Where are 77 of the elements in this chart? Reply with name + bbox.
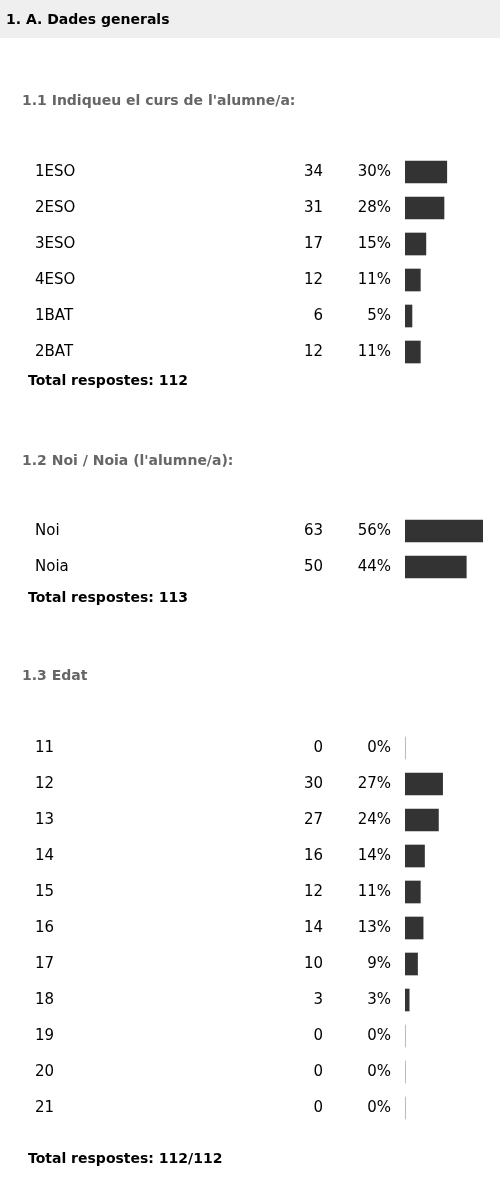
text: Total respostes: 113 [27, 588, 190, 607]
y-tick-label: 19 [35, 1025, 55, 1044]
text: 16 [303, 845, 323, 864]
bar [405, 808, 439, 832]
y-tick-label: 3ESO [35, 233, 76, 252]
text: 27 [303, 809, 323, 828]
data-label: 0% [367, 737, 391, 756]
data-label: 11% [357, 881, 391, 900]
data-label: 5% [367, 305, 391, 324]
text: Total respostes: 112 [27, 371, 190, 390]
text: 10 [303, 953, 323, 972]
bar [405, 880, 421, 904]
y-tick-label: 16 [35, 917, 55, 936]
bar [405, 304, 413, 328]
text: 1.3 Edat [21, 666, 89, 684]
bar [405, 952, 418, 976]
y-tick-label: 4ESO [35, 269, 76, 288]
text: 12 [303, 269, 323, 288]
text: 0 [313, 1025, 323, 1044]
data-label: 13% [357, 917, 391, 936]
text: 0 [313, 1061, 323, 1080]
bar [405, 988, 410, 1012]
data-label: 28% [357, 197, 391, 216]
data-label: 56% [357, 520, 391, 539]
text: 0 [313, 1097, 323, 1116]
text: 17 [303, 233, 323, 252]
bar [405, 160, 448, 184]
data-label: 0% [367, 1025, 391, 1044]
text: 63 [303, 520, 323, 539]
bar [405, 196, 445, 220]
data-label: 11% [357, 269, 391, 288]
text: 31 [303, 197, 323, 216]
y-tick-label: 13 [35, 809, 55, 828]
text: 14 [303, 917, 323, 936]
data-label: 24% [357, 809, 391, 828]
text: 1.1 Indiqueu el curs de l'alumne/a: [21, 91, 297, 109]
data-label: 0% [367, 1061, 391, 1080]
text: 1.2 Noi / Noia (l'alumne/a): [21, 451, 235, 469]
bar [405, 772, 443, 796]
y-tick-label: 14 [35, 845, 55, 864]
data-label: 30% [357, 161, 391, 180]
text: 0 [313, 737, 323, 756]
text: 3 [313, 989, 323, 1008]
data-label: 44% [357, 556, 391, 575]
y-tick-label: 2BAT [35, 341, 74, 360]
data-label: 0% [367, 1097, 391, 1116]
y-tick-label: 1ESO [35, 161, 76, 180]
y-tick-label: 18 [35, 989, 55, 1008]
data-label: 3% [367, 989, 391, 1008]
data-label: 27% [357, 773, 391, 792]
bar [405, 268, 421, 292]
text: 34 [303, 161, 323, 180]
y-tick-label: 2ESO [35, 197, 76, 216]
y-tick-label: 12 [35, 773, 55, 792]
y-tick-label: 15 [35, 881, 55, 900]
bar [405, 916, 424, 940]
data-label: 14% [357, 845, 391, 864]
text: Total respostes: 112/112 [27, 1149, 224, 1168]
text: 30 [303, 773, 323, 792]
y-tick-label: Noia [35, 556, 69, 575]
y-tick-label: 17 [35, 953, 55, 972]
text: 50 [303, 556, 323, 575]
text: 12 [303, 341, 323, 360]
text: 1. A. Dades generals [0, 0, 500, 38]
text: 12 [303, 881, 323, 900]
y-tick-label: 1BAT [35, 305, 74, 324]
data-label: 9% [367, 953, 391, 972]
y-tick-label: 21 [35, 1097, 55, 1116]
bar [405, 340, 421, 364]
y-tick-label: 20 [35, 1061, 55, 1080]
y-tick-label: 11 [35, 737, 55, 756]
text: 6 [313, 305, 323, 324]
bar [405, 844, 425, 868]
data-label: 11% [357, 341, 391, 360]
data-label: 15% [357, 233, 391, 252]
y-tick-label: Noi [35, 520, 60, 539]
bar [405, 232, 427, 256]
